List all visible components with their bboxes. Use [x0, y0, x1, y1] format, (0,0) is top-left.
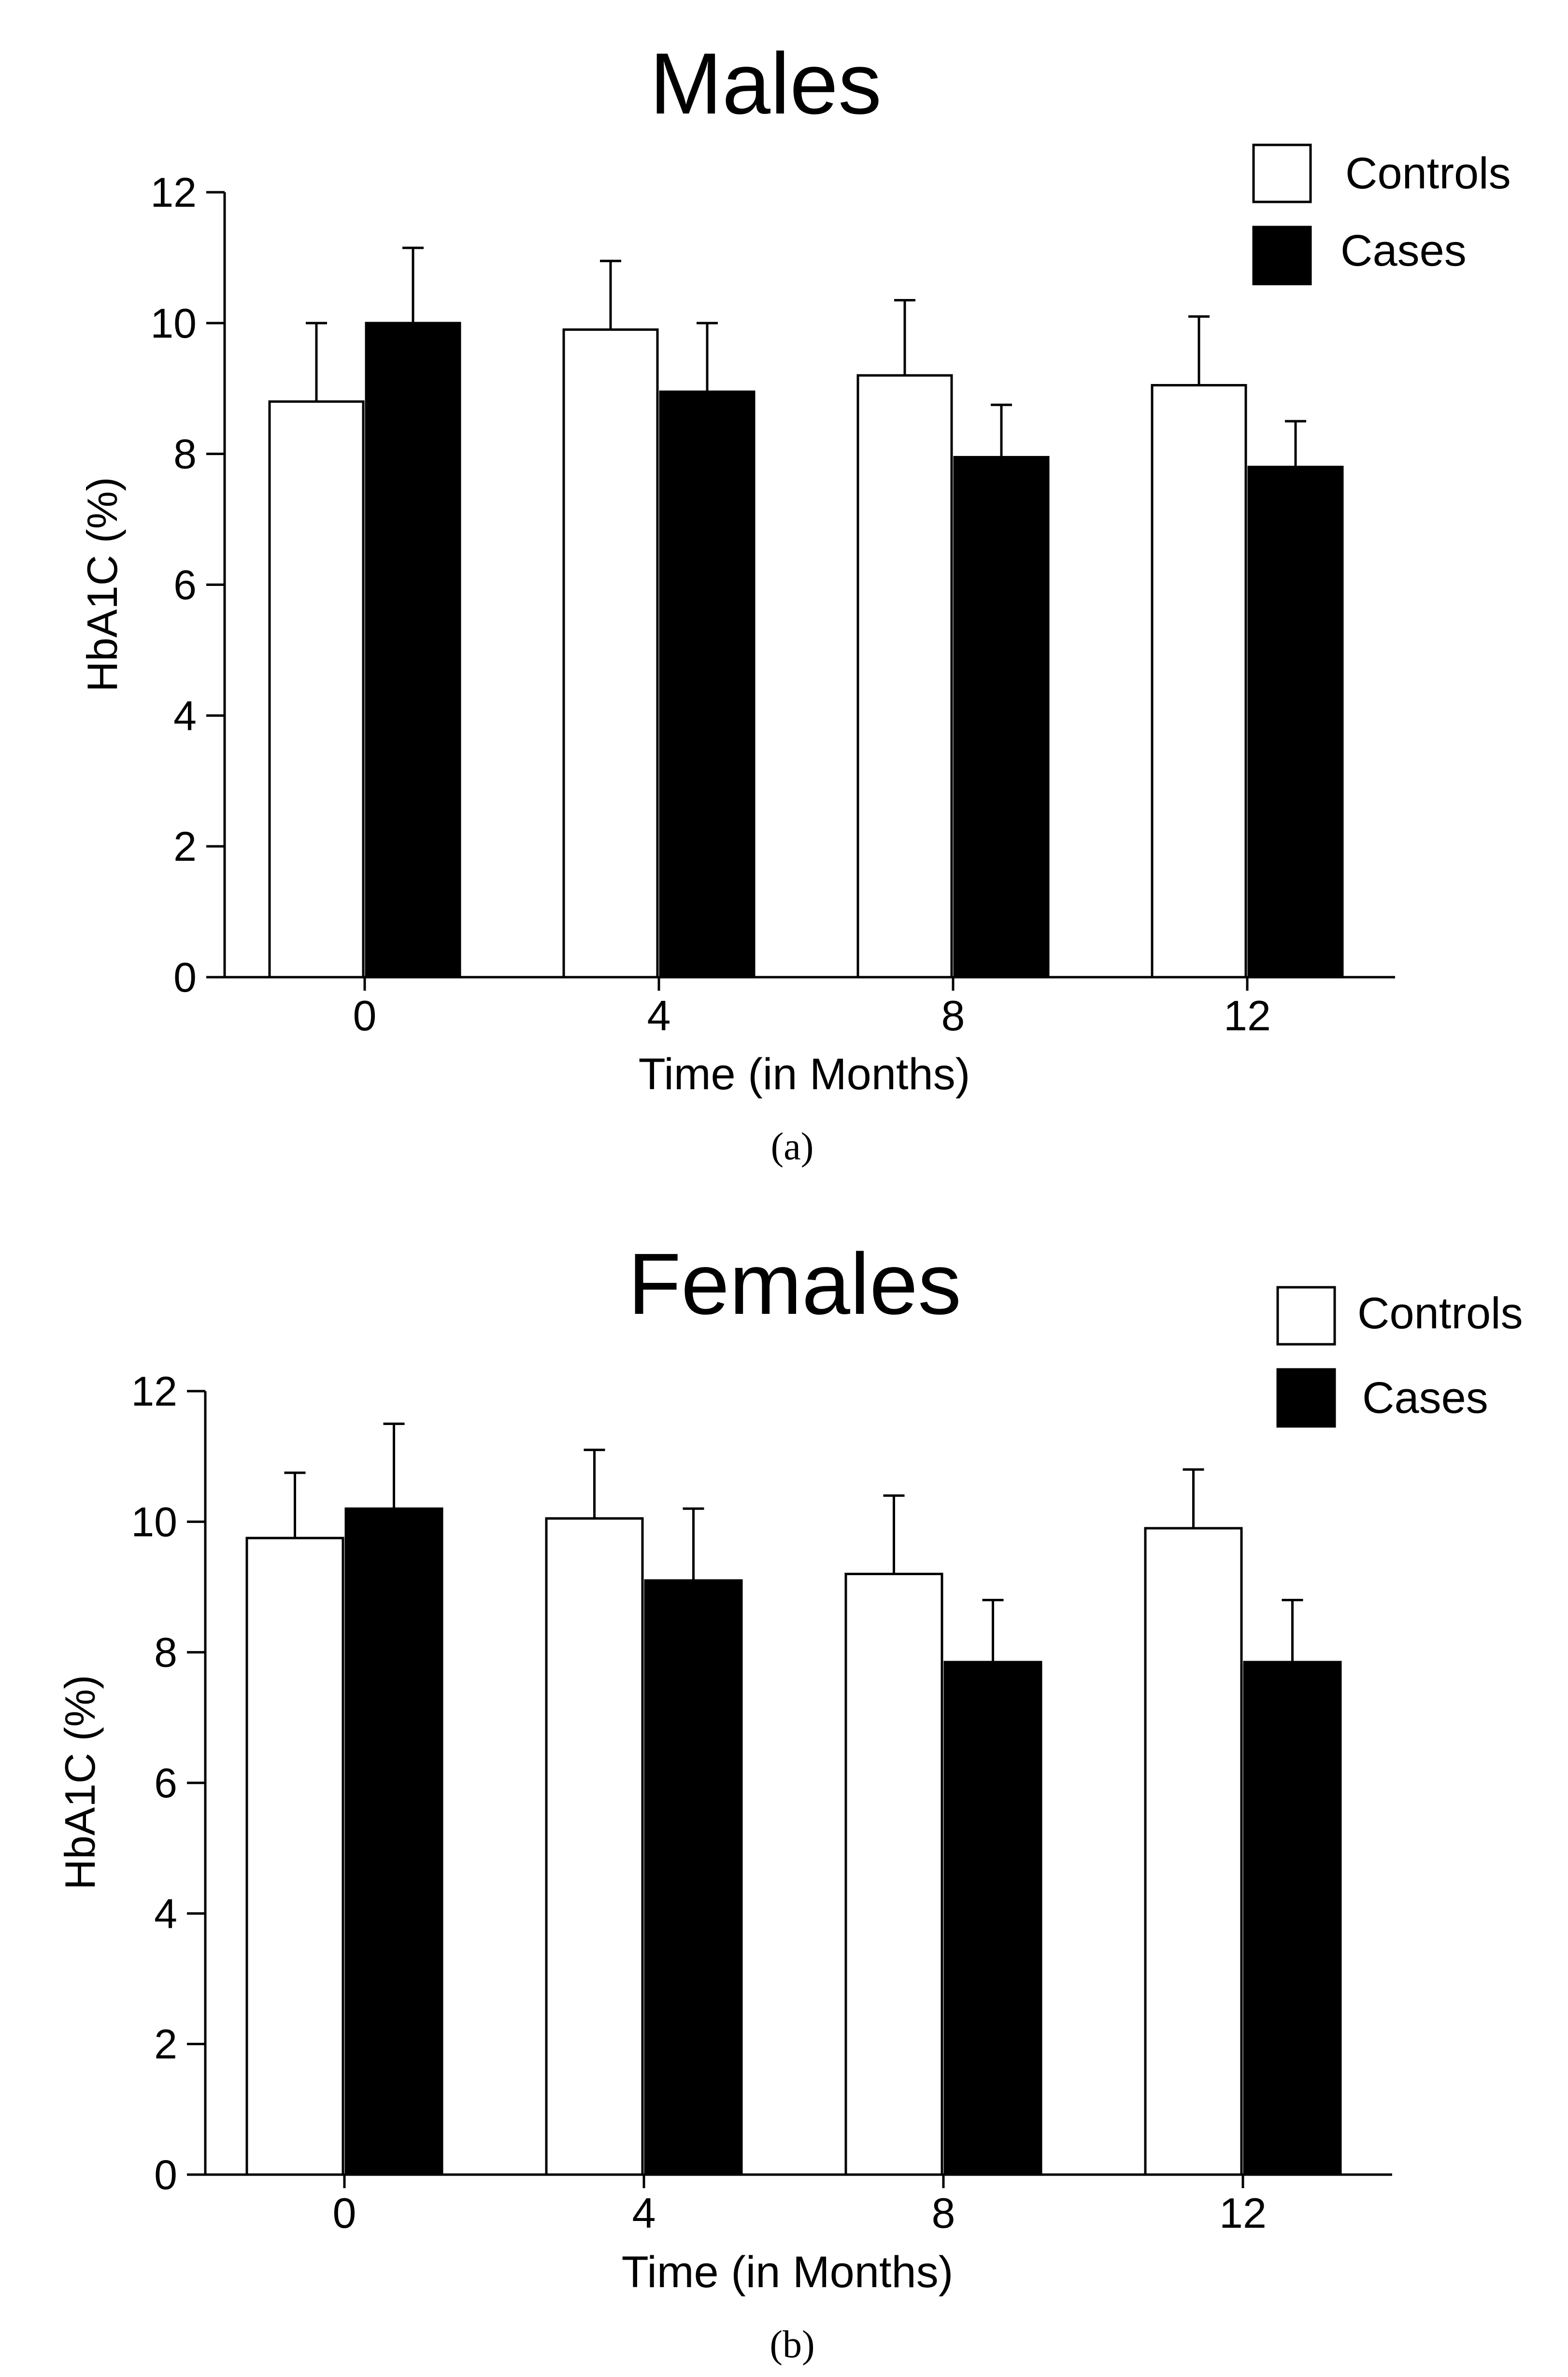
legend-label-cases: Cases	[1362, 1373, 1488, 1423]
x-tick-label: 4	[632, 2189, 656, 2237]
chart-males: Males HbA1C (%) Time (in Months) (a) Con…	[78, 35, 1511, 1168]
y-axis-label: HbA1C (%)	[78, 477, 126, 692]
bar-cases-month-12	[1247, 466, 1344, 979]
y-tick-label: 6	[154, 1760, 177, 1807]
bar-cases-month-12	[1243, 1661, 1342, 2176]
legend: Controls Cases	[1252, 143, 1511, 285]
legend-swatch-cases	[1252, 226, 1312, 285]
legend-item-controls: Controls	[1276, 1286, 1523, 1346]
panel-caption: (a)	[771, 1125, 814, 1168]
x-tick-label: 8	[932, 2189, 955, 2237]
bar-controls-month-0	[268, 400, 365, 979]
panel-caption: (b)	[770, 2323, 814, 2366]
y-tick-label: 8	[173, 431, 197, 478]
legend-item-cases: Cases	[1252, 226, 1467, 285]
chart-females: Females HbA1C (%) Time (in Months) (b) C…	[56, 1236, 1523, 2366]
legend-item-cases: Cases	[1276, 1368, 1488, 1428]
y-tick-label: 4	[173, 693, 197, 739]
bar-cases-month-4	[644, 1579, 743, 2176]
bar-controls-month-0	[245, 1537, 344, 2176]
bar-controls-month-4	[562, 328, 659, 979]
legend-label-controls: Controls	[1357, 1289, 1523, 1338]
y-tick-label: 10	[150, 300, 197, 347]
x-tick-label: 0	[333, 2189, 356, 2237]
bar-controls-month-4	[545, 1517, 644, 2176]
bar-cases-month-0	[344, 1507, 443, 2176]
bar-cases-month-0	[365, 322, 461, 979]
bar-controls-month-12	[1151, 384, 1247, 979]
y-tick-label: 2	[154, 2021, 177, 2068]
legend-swatch-cases	[1276, 1368, 1336, 1428]
bar-cases-month-8	[943, 1661, 1042, 2176]
y-axis-label: HbA1C (%)	[56, 1675, 104, 1890]
chart-title: Males	[650, 35, 882, 132]
y-tick-label: 12	[150, 170, 197, 216]
y-tick-label: 4	[154, 1891, 177, 1937]
legend-swatch-controls	[1276, 1286, 1336, 1346]
bar-controls-month-12	[1144, 1527, 1243, 2176]
x-tick-label: 8	[941, 992, 965, 1039]
bar-cases-month-8	[953, 455, 1050, 979]
bar-controls-month-8	[856, 374, 953, 979]
y-tick-label: 6	[173, 562, 197, 609]
x-tick-label: 0	[353, 992, 377, 1039]
x-tick-label: 12	[1219, 2189, 1267, 2237]
legend-item-controls: Controls	[1252, 143, 1511, 203]
y-tick-label: 10	[131, 1499, 177, 1545]
y-tick-label: 8	[154, 1630, 177, 1676]
bar-cases-month-4	[659, 390, 755, 979]
legend-swatch-controls	[1252, 143, 1312, 203]
legend-label-controls: Controls	[1345, 149, 1511, 198]
x-tick-label: 12	[1224, 992, 1271, 1039]
y-tick-label: 0	[173, 954, 197, 1001]
chart-title: Females	[628, 1236, 961, 1333]
legend-label-cases: Cases	[1340, 226, 1467, 275]
x-axis-label: Time (in Months)	[639, 1050, 970, 1099]
y-tick-label: 2	[173, 824, 197, 870]
y-tick-label: 12	[131, 1368, 177, 1415]
y-tick-label: 0	[154, 2152, 177, 2198]
x-tick-label: 4	[647, 992, 671, 1039]
legend: Controls Cases	[1276, 1286, 1523, 1428]
x-axis-label: Time (in Months)	[622, 2248, 954, 2297]
bar-controls-month-8	[844, 1572, 943, 2176]
